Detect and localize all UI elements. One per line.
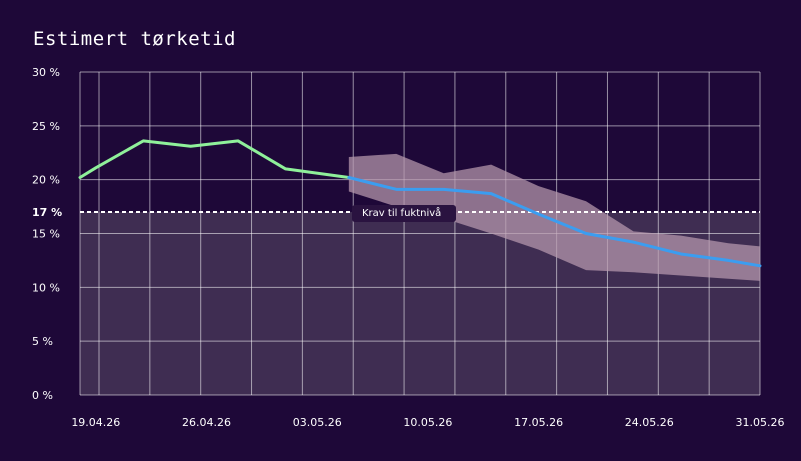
- threshold-value-label: 17 %: [32, 206, 62, 219]
- y-tick-label: 20 %: [32, 174, 60, 187]
- x-tick-label: 17.05.26: [514, 416, 563, 429]
- threshold-annotation-box: [352, 204, 456, 222]
- x-tick-label: 10.05.26: [403, 416, 452, 429]
- x-tick-label: 24.05.26: [625, 416, 674, 429]
- y-tick-label: 30 %: [32, 66, 60, 79]
- y-tick-label: 5 %: [32, 335, 53, 348]
- chart-title: Estimert tørketid: [33, 28, 236, 50]
- series-line-measured: [78, 139, 351, 180]
- x-tick-label: 26.04.26: [182, 416, 231, 429]
- threshold-annotation: Krav til fuktnivå: [362, 206, 441, 219]
- y-tick-label: 15 %: [32, 228, 60, 241]
- y-tick-label: 0 %: [32, 389, 53, 402]
- series-line-forecast: [347, 176, 762, 268]
- x-tick-label: 03.05.26: [293, 416, 342, 429]
- x-tick-label: 19.04.26: [71, 416, 120, 429]
- y-tick-label: 10 %: [32, 281, 60, 294]
- x-tick-label: 31.05.26: [736, 416, 785, 429]
- y-tick-label: 25 %: [32, 120, 60, 133]
